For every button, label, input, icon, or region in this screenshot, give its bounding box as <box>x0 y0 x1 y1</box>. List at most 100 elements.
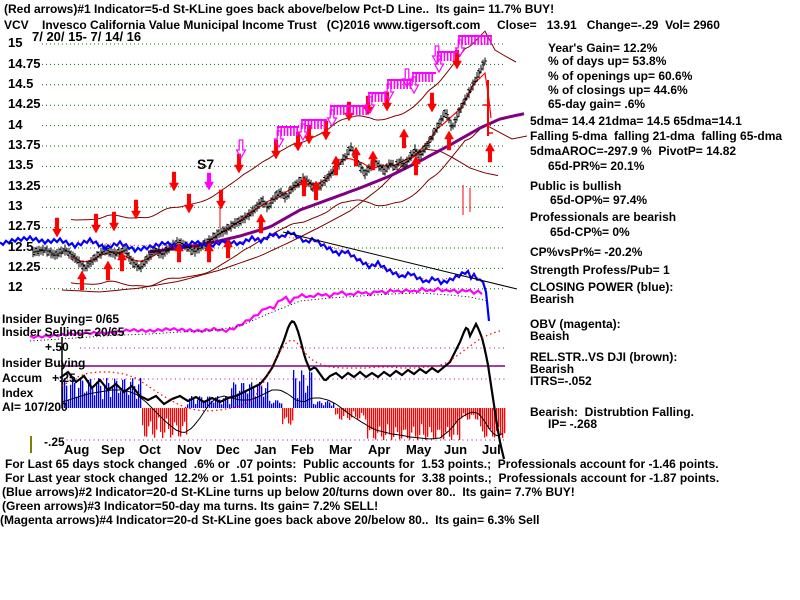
sell-arrow-red <box>52 217 62 238</box>
volume-bar-down <box>437 408 439 430</box>
volume-bar-down <box>407 408 409 439</box>
volume-bar-up <box>325 402 327 408</box>
volume-bar-up <box>315 404 317 408</box>
volume-bar-down <box>170 408 172 438</box>
buy-arrow-red <box>331 155 341 176</box>
volume-bar-down <box>335 408 337 415</box>
volume-bar-up <box>110 396 112 408</box>
buy-arrow-red <box>311 180 321 201</box>
volume-bar-down <box>441 408 443 439</box>
volume-bar-up <box>80 378 82 408</box>
ai-ma-dotted-line <box>61 329 504 412</box>
volume-bar-up <box>193 398 195 408</box>
buy-arrow-red <box>223 238 233 259</box>
buy-arrow-red <box>103 260 113 281</box>
volume-bar-down <box>393 408 395 437</box>
volume-bar-up <box>245 390 247 408</box>
volume-bar-down <box>413 408 415 427</box>
volume-bar-down <box>182 408 184 427</box>
volume-bar-down <box>361 408 363 413</box>
volume-bar-up <box>225 396 227 408</box>
sell-arrow-red <box>216 189 226 210</box>
volume-bar-down <box>443 408 445 440</box>
volume-bar-down <box>373 408 375 439</box>
volume-bar-up <box>247 393 249 408</box>
volume-bar-up <box>140 378 142 408</box>
volume-bar-down <box>433 408 435 440</box>
volume-bar-down <box>484 408 486 438</box>
volume-bar-up <box>307 385 309 408</box>
volume-bar-up <box>243 383 245 408</box>
sell-arrow-red <box>91 213 101 234</box>
magenta-comb-bar <box>301 119 327 121</box>
volume-bar-up <box>66 385 68 408</box>
magenta-comb-bar <box>412 72 436 74</box>
volume-bar-up <box>309 371 311 408</box>
volume-bar-up <box>331 405 333 408</box>
volume-bar-down <box>375 408 377 440</box>
volume-bar-down <box>367 408 369 439</box>
volume-bar-down <box>152 408 154 435</box>
volume-bar-up <box>76 396 78 408</box>
volume-bar-down <box>447 408 449 427</box>
volume-bar-down <box>146 408 148 437</box>
buy-arrow-red <box>299 176 309 197</box>
volume-bar-down <box>399 408 401 440</box>
magenta-comb-bar <box>330 105 368 107</box>
volume-bar-up <box>261 386 263 408</box>
volume-bar-up <box>311 372 313 408</box>
volume-bar-down <box>158 408 160 418</box>
magenta-comb-bar <box>368 92 386 94</box>
volume-bar-down <box>184 408 186 422</box>
lower-band <box>70 123 528 287</box>
volume-bar-up <box>72 378 74 408</box>
volume-bar-up <box>259 382 261 408</box>
volume-bar-down <box>459 408 461 440</box>
volume-bar-down <box>409 408 411 440</box>
volume-bar-down <box>186 408 188 435</box>
volume-bar-up <box>221 404 223 408</box>
volume-bar-down <box>391 408 393 440</box>
volume-bar-up <box>94 395 96 408</box>
volume-bar-down <box>397 408 399 433</box>
volume-bar-down <box>385 408 387 436</box>
volume-bar-up <box>303 374 305 408</box>
volume-bar-up <box>293 370 295 408</box>
sell-arrow-red <box>344 101 354 122</box>
volume-bar-up <box>215 397 217 408</box>
magenta-comb-lead-arrow <box>433 55 445 74</box>
volume-bar-up <box>112 387 114 408</box>
volume-bar-up <box>116 380 118 408</box>
volume-bar-down <box>359 408 361 419</box>
magenta-comb-lead-arrow <box>273 130 285 149</box>
volume-bar-down <box>357 408 359 420</box>
volume-bar-up <box>104 384 106 408</box>
accumulation-index-line <box>59 320 506 460</box>
magenta-comb-lead-arrow <box>408 76 420 95</box>
upper-band <box>70 30 517 221</box>
volume-bar-down <box>500 408 502 436</box>
volume-bar-down <box>381 408 383 437</box>
volume-bar-up <box>333 402 335 408</box>
magenta-comb-bar <box>458 35 492 37</box>
volume-bar-down <box>490 408 492 430</box>
volume-bar-down <box>465 408 467 417</box>
histogram-ma-line <box>61 389 504 440</box>
volume-bar-up <box>136 398 138 408</box>
volume-bar-up <box>203 402 205 408</box>
obv-line <box>29 286 483 340</box>
volume-bar-down <box>377 408 379 433</box>
volume-bar-up <box>201 397 203 408</box>
volume-bar-down <box>502 408 504 438</box>
buy-arrow-red <box>117 251 127 272</box>
volume-bar-down <box>288 408 290 424</box>
volume-bar-up <box>255 396 257 408</box>
volume-bar-down <box>419 408 421 435</box>
sell-arrow-red <box>169 171 179 192</box>
buy-arrow-red <box>399 128 409 149</box>
volume-bar-up <box>249 384 251 408</box>
volume-bar-up <box>128 394 130 408</box>
volume-bar-down <box>343 408 345 417</box>
volume-bar-up <box>209 396 211 408</box>
